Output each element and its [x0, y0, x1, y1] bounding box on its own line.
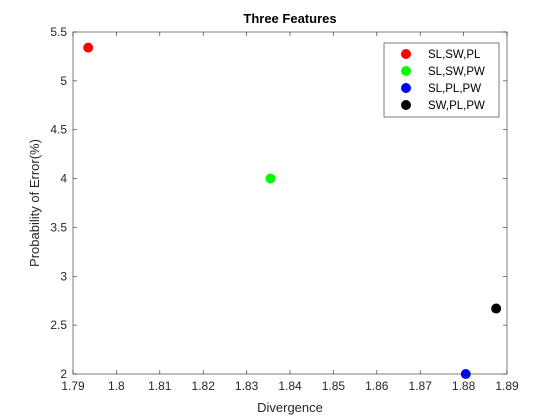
y-tick-label: 3.5 [50, 220, 67, 234]
plot-frame [72, 31, 508, 375]
y-tick-label: 3 [60, 269, 67, 283]
legend-label: SW,PL,PW [428, 100, 485, 112]
legend-marker [401, 66, 411, 76]
x-axis-label: Divergence [257, 400, 323, 415]
x-tick-label: 1.8 [108, 379, 125, 393]
x-tick-label: 1.81 [148, 379, 172, 393]
legend-label: SL,SW,PW [428, 66, 485, 78]
y-tick-label: 2.5 [50, 318, 67, 332]
data-point-sw-pl-pw [491, 303, 502, 314]
legend-marker [401, 83, 411, 93]
points-layer [83, 42, 502, 379]
x-tick-label: 1.79 [61, 379, 85, 393]
legend-label: SL,PL,PW [428, 83, 481, 95]
x-tick-label: 1.86 [365, 379, 389, 393]
x-tick-label: 1.87 [409, 379, 433, 393]
y-tick-label: 5.5 [50, 25, 67, 39]
y-tick-label: 4.5 [50, 123, 67, 137]
ticks-layer: 1.79 1.8 1.81 1.82 1.83 1.84 1.85 1.86 1.87 1.88 1… [50, 25, 519, 393]
data-point-sl-sw-pl [83, 42, 94, 53]
x-tick-label: 1.84 [278, 379, 302, 393]
x-tick-label: 1.85 [322, 379, 346, 393]
data-point-sl-sw-pw [265, 173, 276, 184]
x-tick-label: 1.88 [452, 379, 476, 393]
legend-marker [401, 100, 411, 110]
y-tick-label: 2 [60, 367, 67, 381]
legend-label: SL,SW,PL [428, 49, 481, 61]
y-tick-label: 5 [60, 74, 67, 88]
y-axis-label: Probability of Error(%) [27, 139, 42, 267]
legend: SL,SW,PL SL,SW,PW SL,PL,PW SW,PL,PW [383, 42, 500, 118]
x-tick-label: 1.89 [495, 379, 519, 393]
y-tick-label: 4 [60, 172, 67, 186]
x-tick-label: 1.83 [235, 379, 259, 393]
legend-marker [401, 49, 411, 59]
x-tick-label: 1.82 [192, 379, 216, 393]
chart-title: Three Features [243, 11, 336, 26]
